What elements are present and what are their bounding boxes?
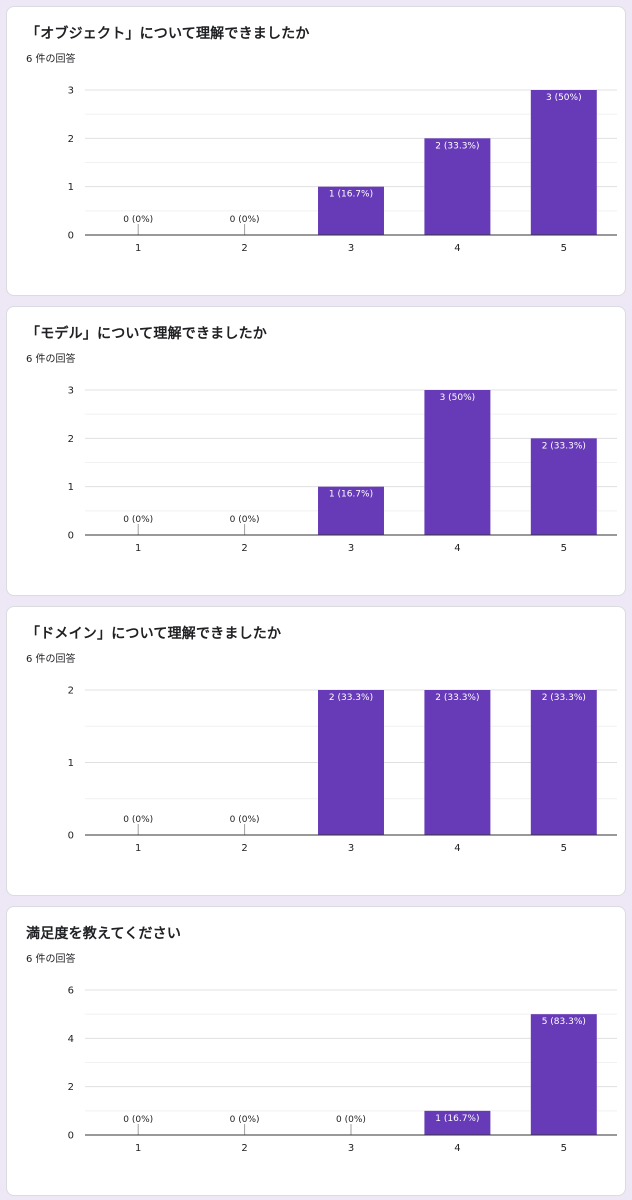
x-tick-label: 5 (561, 243, 567, 254)
response-count: 6 件の回答 (26, 354, 76, 365)
data-label: 2 (33.3%) (542, 441, 586, 451)
y-tick-label: 1 (68, 482, 74, 493)
card-title: 「モデル」について理解できましたか (26, 326, 267, 342)
y-tick-label: 0 (68, 231, 74, 242)
card-title: 満足度を教えてください (26, 926, 182, 942)
y-tick-label: 1 (68, 182, 74, 193)
x-tick-label: 5 (561, 543, 567, 554)
data-label: 1 (16.7%) (329, 490, 373, 500)
bar (530, 438, 597, 535)
y-tick-label: 0 (68, 1131, 74, 1142)
y-tick-label: 3 (68, 86, 74, 97)
y-tick-label: 3 (68, 386, 74, 397)
chart-card-satisfaction: 満足度を教えてください 6 件の回答 0 2 4 6 0 (0%) 1 0 (0%) 2 0 (… (6, 906, 626, 1196)
y-tick-label: 2 (68, 1082, 74, 1093)
x-tick-label: 5 (561, 843, 567, 854)
data-label: 0 (0%) (230, 815, 260, 825)
data-label: 0 (0%) (123, 515, 153, 525)
response-count: 6 件の回答 (26, 954, 76, 965)
data-label: 5 (83.3%) (542, 1017, 586, 1027)
y-tick-label: 2 (68, 434, 74, 445)
x-tick-label: 3 (348, 243, 354, 254)
card-title: 「ドメイン」について理解できましたか (26, 626, 282, 642)
data-label: 3 (50%) (440, 393, 476, 403)
x-tick-label: 4 (454, 1143, 460, 1154)
data-label: 0 (0%) (230, 515, 260, 525)
bar (318, 486, 384, 535)
data-label: 3 (50%) (546, 93, 582, 103)
chart-card-model: 「モデル」について理解できましたか 6 件の回答 0 1 2 3 0 (0%) 1 0 (0… (6, 306, 626, 596)
y-tick-label: 4 (68, 1034, 74, 1045)
x-tick-label: 1 (135, 1143, 141, 1154)
chart-card-domain: 「ドメイン」について理解できましたか 6 件の回答 0 1 2 0 (0%) 1 0 (0… (6, 606, 626, 896)
x-tick-label: 2 (241, 1143, 247, 1154)
x-tick-label: 3 (348, 843, 354, 854)
data-label: 2 (33.3%) (435, 693, 479, 703)
data-label: 0 (0%) (123, 815, 153, 825)
data-label: 0 (0%) (123, 1115, 153, 1125)
data-label: 0 (0%) (230, 1115, 260, 1125)
x-tick-label: 3 (348, 543, 354, 554)
response-count: 6 件の回答 (26, 654, 76, 665)
bar (530, 1014, 597, 1135)
bar (424, 690, 491, 835)
x-tick-label: 4 (454, 543, 460, 554)
data-label: 2 (33.3%) (435, 141, 479, 151)
bar (318, 690, 384, 835)
bar-chart: 0 1 2 0 (0%) 1 0 (0%) 2 2 (33.3%) 3 2 (33.3%) 4 2 (… (68, 686, 617, 854)
bar-chart: 0 2 4 6 0 (0%) 1 0 (0%) 2 0 (0%) 3 1 (16.7%) 4 5 (83… (68, 986, 617, 1154)
data-label: 0 (0%) (336, 1115, 366, 1125)
x-tick-label: 1 (135, 843, 141, 854)
x-tick-label: 1 (135, 543, 141, 554)
response-count: 6 件の回答 (26, 54, 76, 65)
x-tick-label: 2 (241, 843, 247, 854)
bar (530, 690, 597, 835)
x-tick-label: 4 (454, 843, 460, 854)
data-label: 2 (33.3%) (329, 693, 373, 703)
y-tick-label: 2 (68, 134, 74, 145)
bar (530, 90, 597, 235)
data-label: 0 (0%) (123, 215, 153, 225)
x-tick-label: 2 (241, 243, 247, 254)
y-tick-label: 0 (68, 531, 74, 542)
card-title: 「オブジェクト」について理解できましたか (26, 26, 310, 42)
bar-chart: 0 1 2 3 0 (0%) 1 0 (0%) 2 1 (16.7%) 3 2 (33.3%) 4 3 … (68, 86, 617, 254)
data-label: 0 (0%) (230, 215, 260, 225)
bar (424, 390, 491, 535)
data-label: 1 (16.7%) (329, 190, 373, 200)
x-tick-label: 2 (241, 543, 247, 554)
x-tick-label: 4 (454, 243, 460, 254)
y-tick-label: 1 (68, 758, 74, 769)
data-label: 1 (16.7%) (435, 1114, 479, 1124)
y-tick-label: 6 (68, 986, 74, 997)
bar (424, 1110, 491, 1135)
y-tick-label: 0 (68, 831, 74, 842)
bar-chart: 0 1 2 3 0 (0%) 1 0 (0%) 2 1 (16.7%) 3 3 (50%) 4 2 (3… (68, 386, 617, 554)
x-tick-label: 3 (348, 1143, 354, 1154)
bar (424, 138, 491, 235)
bar (318, 186, 384, 235)
y-tick-label: 2 (68, 686, 74, 697)
x-tick-label: 1 (135, 243, 141, 254)
x-tick-label: 5 (561, 1143, 567, 1154)
data-label: 2 (33.3%) (542, 693, 586, 703)
